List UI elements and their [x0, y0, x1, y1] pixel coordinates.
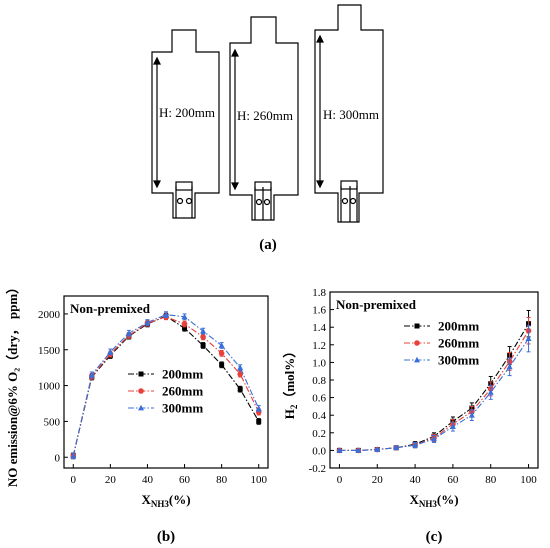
chart-h2: 0 20 40 60 80 100 -0.2 0.0 0.2 0.4 0.6 0.8 1.0 1.2 1.4…: [282, 287, 539, 545]
data-point-200mm: [219, 362, 225, 368]
y-tick-label: 2000: [38, 309, 61, 321]
y-tick-label: 1.8: [312, 287, 326, 299]
plot-frame: [63, 295, 269, 469]
x-tick-label: 100: [520, 474, 537, 486]
data-point-300mm: [163, 311, 169, 318]
panel-label: (b): [157, 529, 175, 545]
y-tick-label: 1.0: [312, 357, 326, 369]
legend-label-260mm: 260mm: [438, 336, 479, 351]
data-point-300mm: [468, 412, 475, 418]
legend-marker: [138, 371, 144, 377]
x-tick-label: 100: [250, 474, 267, 486]
data-point-300mm: [449, 423, 456, 430]
x-tick-label: 0: [337, 474, 343, 486]
data-point-300mm: [107, 348, 114, 355]
data-point-300mm: [200, 327, 207, 334]
legend-label-200mm: 200mm: [438, 319, 479, 334]
x-tick-label: 60: [447, 474, 459, 486]
x-tick-label: 20: [105, 474, 117, 486]
x-tick-label: 0: [71, 474, 77, 486]
data-point-300mm: [218, 342, 225, 348]
data-point-300mm: [70, 452, 77, 459]
legend-marker: [414, 356, 420, 363]
y-tick-label: -0.2: [309, 463, 326, 475]
data-point-300mm: [506, 363, 513, 370]
y-tick-label: 1.6: [312, 305, 326, 317]
legend-label-200mm: 200mm: [162, 367, 203, 382]
x-tick-label: 80: [485, 474, 497, 486]
x-tick-label: 40: [142, 474, 154, 486]
y-tick-label: 0: [55, 452, 61, 464]
data-point-260mm: [200, 334, 206, 340]
data-point-200mm: [182, 325, 188, 331]
x-tick-label: 60: [179, 474, 191, 486]
data-point-260mm: [218, 350, 225, 357]
legend-marker: [414, 323, 420, 329]
series-line-260mm: [72, 316, 260, 456]
schematic-label-260mm: H: 260mm: [237, 108, 293, 123]
y-tick-label: 1500: [38, 345, 61, 357]
panel-label: (c): [426, 529, 443, 545]
schematic-label-300mm: H: 300mm: [323, 107, 379, 122]
data-point-300mm: [431, 435, 437, 442]
data-point-300mm: [412, 441, 419, 448]
legend-marker: [138, 404, 144, 411]
legend-label-300mm: 300mm: [162, 401, 203, 416]
data-point-300mm: [393, 444, 400, 451]
y-tick-label: 1.2: [312, 340, 326, 352]
series-line-200mm: [339, 323, 530, 451]
schematic-200mm: [151, 29, 220, 219]
schematic-label-200mm: H: 200mm: [159, 105, 215, 120]
data-point-300mm: [144, 319, 151, 325]
series-line-300mm: [72, 314, 260, 456]
data-point-200mm: [200, 342, 206, 348]
panel-label-a: (a): [259, 237, 277, 253]
y-tick-label: 1000: [38, 381, 61, 393]
data-point-200mm: [256, 418, 262, 424]
data-point-300mm: [336, 447, 343, 453]
y-axis-label: H2（mol%）: [282, 345, 299, 420]
data-point-300mm: [125, 330, 132, 336]
data-point-300mm: [88, 371, 95, 378]
data-point-200mm: [237, 386, 243, 392]
legend-label-300mm: 300mm: [438, 353, 479, 368]
x-axis-label: XNH3(%): [141, 492, 190, 509]
y-tick-label: 1.4: [312, 322, 326, 334]
annotation-text: Non-premixed: [70, 301, 151, 316]
panel-a: [151, 4, 384, 223]
data-point-300mm: [255, 405, 262, 411]
data-point-300mm: [355, 447, 362, 453]
data-point-300mm: [374, 446, 381, 452]
data-point-300mm: [487, 389, 494, 395]
y-tick-label: 0.4: [312, 410, 326, 422]
data-point-260mm: [181, 321, 188, 327]
y-tick-label: 500: [44, 416, 61, 428]
schematic-260mm: [229, 16, 299, 221]
y-axis-label: NO emission@6% O₂（dry， ppm）: [5, 281, 20, 487]
legend-label-260mm: 260mm: [162, 384, 203, 399]
schematic-300mm: [314, 4, 384, 223]
y-tick-label: 0.2: [312, 428, 326, 440]
x-tick-label: 80: [216, 474, 228, 486]
y-tick-label: 0.8: [312, 375, 326, 387]
data-point-260mm: [237, 371, 243, 377]
x-tick-label: 40: [410, 474, 422, 486]
data-point-300mm: [181, 313, 188, 320]
data-point-300mm: [237, 364, 244, 371]
y-tick-label: 0.0: [312, 445, 326, 457]
x-axis-label: XNH3(%): [409, 492, 458, 509]
annotation-text: Non-premixed: [336, 297, 417, 312]
x-tick-label: 20: [372, 474, 384, 486]
data-point-300mm: [525, 335, 532, 342]
legend-marker: [414, 340, 420, 346]
y-tick-label: 0.6: [312, 393, 326, 405]
legend-marker: [138, 388, 144, 394]
